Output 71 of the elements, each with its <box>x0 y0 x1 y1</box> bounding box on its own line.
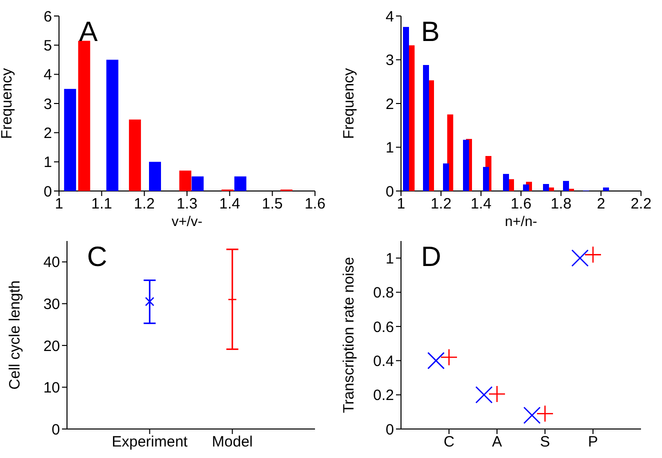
x-tick-label: 1.5 <box>262 196 283 213</box>
x-axis-title: v+/v- <box>172 213 203 229</box>
y-tick-label: 1 <box>386 140 394 157</box>
annotation: C <box>87 241 108 272</box>
bar <box>603 188 609 191</box>
x-tick-label: 1.8 <box>550 196 572 213</box>
bar <box>149 162 161 191</box>
bar <box>503 174 509 191</box>
y-tick-label: 5 <box>44 37 52 54</box>
bar <box>64 88 76 191</box>
x-tick-label: 1.6 <box>304 196 326 213</box>
y-axis-title: Cell cycle length <box>6 280 24 390</box>
bar <box>463 140 469 191</box>
x-tick-label: 2 <box>596 196 606 213</box>
bar <box>408 45 415 191</box>
bar <box>234 176 246 191</box>
y-tick-label: 10 <box>43 380 60 397</box>
bar <box>179 170 192 191</box>
y-tick-label: 0 <box>386 421 394 438</box>
y-tick-label: 6 <box>44 8 52 26</box>
y-tick-label: 1 <box>386 250 394 268</box>
x-tick-label: 1.2 <box>430 196 452 213</box>
bar <box>563 180 569 191</box>
y-tick-label: 0 <box>386 183 394 200</box>
x-tick-label: 1.4 <box>470 196 492 213</box>
y-tick-label: 20 <box>43 338 60 355</box>
y-tick-label: 1 <box>44 154 52 172</box>
x-tick-label: A <box>492 434 502 451</box>
y-tick-label: 0 <box>52 421 60 438</box>
bar <box>543 184 549 191</box>
y-tick-label: 0 <box>44 183 52 200</box>
y-tick-label: 3 <box>386 52 394 70</box>
y-axis-title: Transcription rate noise <box>340 256 358 414</box>
x-tick-label: 1 <box>396 196 406 213</box>
y-tick-label: 0.6 <box>373 318 394 336</box>
x-tick-label: Experiment <box>112 434 188 451</box>
x-axis-title: n+/n- <box>504 213 538 229</box>
bar <box>403 26 409 191</box>
y-tick-label: 4 <box>386 8 394 26</box>
y-tick-label: 4 <box>44 66 52 84</box>
y-tick-label: 0.4 <box>373 352 394 370</box>
bar <box>192 176 204 191</box>
x-tick-label: P <box>588 434 598 451</box>
y-tick-label: 2 <box>44 124 52 142</box>
annotation: D <box>421 241 442 272</box>
y-tick-label: 40 <box>43 254 60 272</box>
bar <box>128 120 141 191</box>
y-tick-label: 2 <box>386 96 394 113</box>
annotation: B <box>421 16 440 47</box>
y-axis-title: Frequency <box>0 68 16 139</box>
bar <box>523 184 529 191</box>
y-axis-title: Frequency <box>340 68 358 139</box>
x-tick-label: 1.3 <box>176 196 198 213</box>
x-tick-label: S <box>540 434 550 451</box>
x-tick-label: 1.6 <box>510 196 532 213</box>
y-tick-label: 0.8 <box>373 284 394 302</box>
bar <box>78 40 90 191</box>
x-tick-label: 1.1 <box>91 196 112 213</box>
x-tick-label: 2.2 <box>630 196 652 213</box>
bar <box>106 60 118 191</box>
y-tick-label: 0.2 <box>373 387 394 404</box>
x-tick-label: 1.2 <box>134 196 155 213</box>
bar <box>483 166 489 191</box>
bar <box>443 163 449 191</box>
x-tick-label: C <box>444 434 455 451</box>
x-tick-label: Model <box>212 434 253 451</box>
bar <box>423 65 429 191</box>
x-tick-label: 1.4 <box>219 196 240 213</box>
y-tick-label: 3 <box>44 96 52 113</box>
annotation: A <box>79 16 98 47</box>
y-tick-label: 30 <box>43 296 60 313</box>
